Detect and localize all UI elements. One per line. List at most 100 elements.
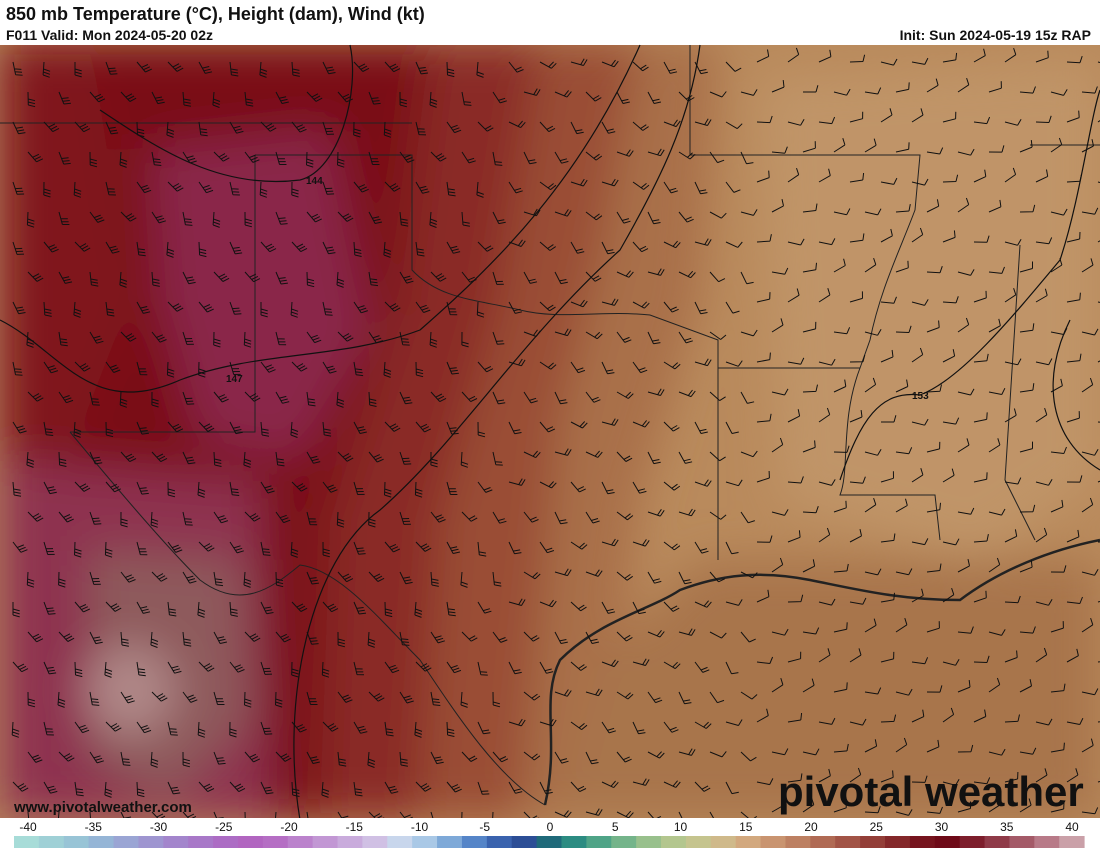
wind-barb (616, 451, 633, 462)
wind-barb (1004, 650, 1018, 663)
wind-barb (58, 211, 70, 225)
wind-barb (306, 211, 322, 223)
wind-barb (632, 481, 647, 494)
colorbar-swatch (287, 836, 314, 848)
wind-barb (911, 227, 924, 243)
wind-barb (461, 391, 478, 403)
wind-barb (415, 421, 432, 433)
wind-barb (1004, 47, 1017, 63)
wind-barb (1019, 261, 1033, 273)
wind-barb (725, 241, 743, 248)
wind-barb (895, 568, 913, 576)
wind-barb (818, 717, 836, 725)
colorbar-tick-label: 0 (547, 820, 554, 834)
wind-barb (399, 391, 413, 405)
wind-barb (585, 271, 602, 282)
wind-barb (384, 181, 401, 192)
wind-barb (585, 211, 603, 221)
wind-barb (229, 241, 243, 255)
wind-barb (415, 61, 429, 75)
wind-barb (446, 781, 462, 793)
wind-barb (570, 781, 587, 793)
wind-barb (1050, 499, 1064, 513)
wind-barb (1050, 621, 1064, 633)
wind-barb (957, 801, 971, 813)
wind-barb (197, 721, 206, 738)
wind-barb (182, 571, 197, 584)
colorbar-swatch (959, 836, 986, 848)
wind-barb (849, 233, 865, 243)
wind-barb (725, 541, 739, 555)
wind-barb (926, 384, 942, 393)
wind-barb (926, 739, 940, 753)
wind-barb (430, 271, 447, 282)
wind-barb (89, 751, 104, 764)
wind-barb (198, 781, 215, 793)
wind-barb (244, 271, 261, 283)
wind-barb (508, 541, 522, 555)
wind-barb (616, 691, 634, 700)
wind-barb (446, 301, 458, 316)
colorbar-swatch (636, 836, 662, 848)
wind-barb (120, 571, 136, 583)
wind-barb (368, 151, 380, 165)
wind-barb (1050, 327, 1068, 335)
wind-barb (632, 181, 650, 190)
wind-barb (663, 721, 679, 733)
colorbar-swatch (984, 836, 1010, 848)
wind-barb (911, 775, 928, 783)
wind-barb (864, 568, 882, 576)
wind-barb (384, 721, 394, 737)
wind-barb (957, 148, 975, 156)
wind-barb (725, 719, 743, 726)
wind-barb (523, 208, 541, 217)
wind-barb (1019, 323, 1035, 333)
wind-barb (306, 511, 318, 526)
wind-barb (818, 407, 831, 423)
wind-barb (1066, 411, 1080, 423)
wind-barb (291, 241, 308, 253)
wind-barb (1066, 110, 1080, 123)
wind-barb (336, 391, 345, 408)
wind-barb (881, 415, 897, 423)
wind-barb (322, 421, 332, 437)
wind-barb (446, 481, 458, 495)
wind-barb (492, 391, 506, 405)
wind-barb (1050, 137, 1063, 153)
wind-barb (353, 121, 361, 138)
wind-barb (477, 361, 494, 373)
wind-barb (383, 121, 392, 138)
wind-barb (973, 169, 987, 183)
wind-barb (787, 288, 800, 303)
wind-barb (880, 533, 896, 543)
colorbar-swatch (113, 836, 139, 848)
wind-barb (833, 258, 846, 273)
colorbar-swatch (88, 836, 115, 848)
wind-barb (895, 260, 909, 273)
wind-barb (570, 661, 587, 671)
wind-barb (136, 361, 148, 376)
colorbar-swatch (337, 836, 363, 848)
wind-barb (554, 209, 572, 217)
wind-barb (353, 721, 368, 734)
wind-barb (818, 49, 832, 63)
wind-barb (460, 451, 469, 468)
wind-barb (229, 361, 241, 375)
wind-barb (89, 91, 106, 103)
wind-barb (105, 481, 122, 493)
wind-barb (119, 271, 128, 288)
wind-barb (616, 211, 631, 224)
wind-barb (105, 241, 120, 254)
wind-barb (399, 211, 409, 227)
wind-barb (322, 721, 339, 732)
wind-barb (105, 721, 122, 732)
wind-barb (182, 211, 193, 226)
wind-barb (663, 181, 678, 194)
wind-barb (12, 421, 27, 434)
wind-barb (554, 810, 572, 818)
wind-barb (1050, 742, 1065, 753)
wind-barb (973, 48, 986, 63)
wind-barb (291, 781, 300, 797)
wind-barb (678, 628, 696, 636)
wind-barb (508, 478, 526, 486)
